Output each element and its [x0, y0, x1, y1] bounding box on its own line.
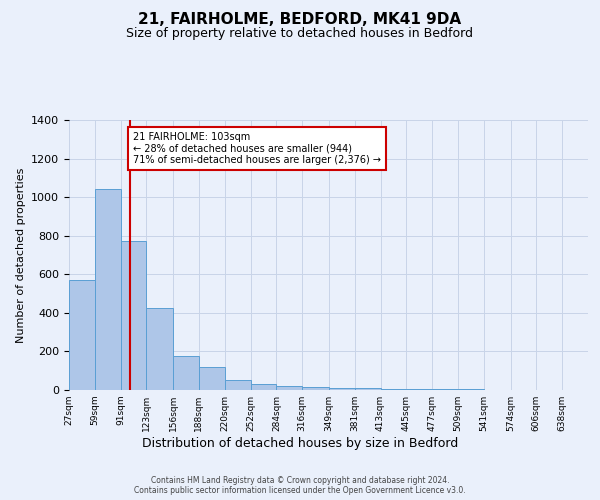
Text: Distribution of detached houses by size in Bedford: Distribution of detached houses by size … — [142, 438, 458, 450]
Bar — [355, 388, 380, 390]
Bar — [251, 384, 277, 390]
Bar — [329, 388, 355, 390]
Text: 21, FAIRHOLME, BEDFORD, MK41 9DA: 21, FAIRHOLME, BEDFORD, MK41 9DA — [139, 12, 461, 28]
Bar — [432, 389, 458, 390]
Text: 21 FAIRHOLME: 103sqm
← 28% of detached houses are smaller (944)
71% of semi-deta: 21 FAIRHOLME: 103sqm ← 28% of detached h… — [133, 132, 381, 165]
Bar — [69, 280, 95, 390]
Bar — [199, 367, 225, 390]
Text: Contains HM Land Registry data © Crown copyright and database right 2024.
Contai: Contains HM Land Registry data © Crown c… — [134, 476, 466, 495]
Bar — [380, 389, 406, 390]
Bar — [277, 386, 302, 390]
Bar — [302, 387, 329, 390]
Bar — [406, 389, 432, 390]
Text: Size of property relative to detached houses in Bedford: Size of property relative to detached ho… — [127, 28, 473, 40]
Bar — [225, 380, 251, 390]
Bar — [146, 308, 173, 390]
Y-axis label: Number of detached properties: Number of detached properties — [16, 168, 26, 342]
Bar — [173, 356, 199, 390]
Bar — [121, 240, 146, 390]
Bar — [95, 190, 121, 390]
